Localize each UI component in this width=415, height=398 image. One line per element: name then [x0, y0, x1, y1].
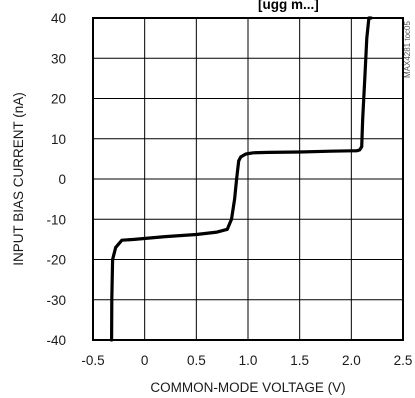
y-tick-label: 20 [51, 92, 66, 107]
y-tick-label: -30 [46, 293, 66, 308]
chart-title-fragment: [ugg m...] [258, 0, 319, 12]
y-tick-label: -10 [46, 212, 66, 227]
x-tick-label: 1.0 [239, 353, 258, 368]
x-tick-label: 0 [141, 353, 149, 368]
y-axis-title: INPUT BIAS CURRENT (nA) [11, 92, 26, 266]
y-tick-label: -20 [46, 253, 66, 268]
y-tick-label: 10 [51, 132, 66, 147]
x-axis-title: COMMON-MODE VOLTAGE (V) [150, 380, 345, 395]
grid-lines [92, 17, 404, 341]
plot-frame [92, 17, 404, 341]
x-tick-label: -0.5 [81, 353, 104, 368]
y-tick-labels: 40 30 20 10 0 -10 -20 -30 -40 [46, 11, 66, 348]
x-tick-label: 1.5 [290, 353, 309, 368]
x-tick-label: 2.5 [394, 353, 413, 368]
x-tick-label: 0.5 [187, 353, 206, 368]
y-tick-label: -40 [46, 333, 66, 348]
y-tick-label: 0 [58, 172, 66, 187]
x-tick-label: 2.0 [342, 353, 361, 368]
bias-current-curve [110, 16, 373, 342]
y-tick-label: 30 [51, 51, 66, 66]
y-tick-label: 40 [51, 11, 66, 26]
figure-id-label: MAX4281 toc05 [403, 21, 412, 78]
x-tick-labels: -0.5 0 0.5 1.0 1.5 2.0 2.5 [81, 353, 412, 368]
